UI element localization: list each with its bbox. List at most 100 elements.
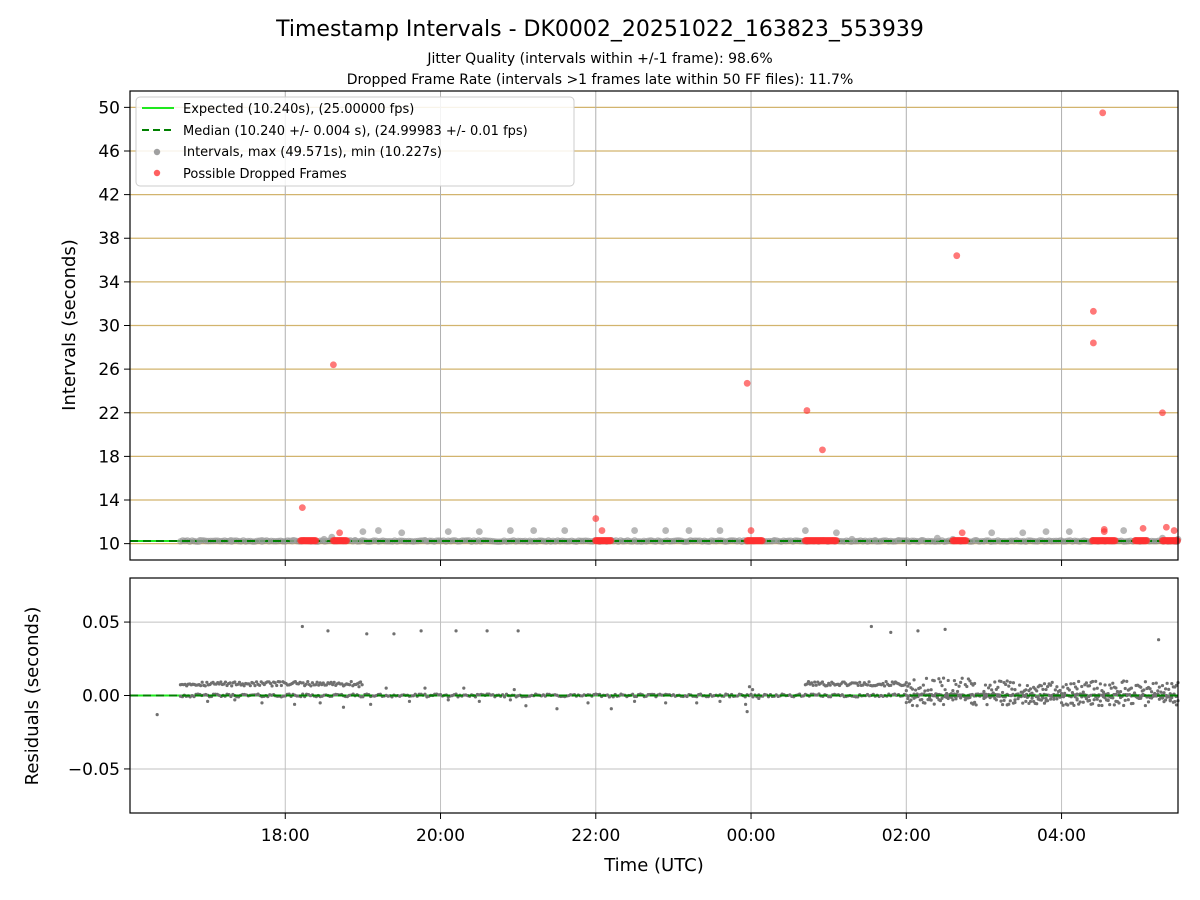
interval-point — [196, 536, 204, 544]
residual-point — [477, 699, 481, 703]
intervals-y-tick-label: 22 — [98, 404, 120, 424]
residual-point — [805, 682, 809, 686]
residual-point — [1013, 688, 1017, 692]
residual-point — [233, 680, 237, 684]
residual-point — [310, 681, 315, 685]
x-tick-label: 00:00 — [727, 826, 776, 846]
residual-point — [203, 684, 207, 688]
residual-point — [1050, 680, 1054, 685]
residuals-y-axis-label: Residuals (seconds) — [22, 607, 43, 786]
residual-point — [341, 705, 346, 709]
interval-point — [918, 536, 926, 544]
residual-point — [1146, 700, 1151, 704]
residual-point — [1081, 690, 1085, 694]
residual-point — [932, 702, 936, 706]
residual-point — [1118, 689, 1123, 694]
dropped-frame-point — [832, 537, 840, 545]
residual-point — [1035, 689, 1039, 693]
dropped-frame-point — [1099, 109, 1107, 117]
residual-point — [1078, 700, 1082, 704]
residual-point — [446, 698, 450, 702]
residual-point — [938, 680, 943, 684]
residual-point — [1162, 691, 1166, 695]
residual-point — [1156, 638, 1161, 642]
residual-point — [253, 683, 257, 688]
residual-point — [1052, 697, 1056, 701]
residual-point — [1092, 687, 1096, 691]
residual-point — [348, 683, 352, 687]
residual-point — [924, 676, 929, 680]
residual-point — [943, 627, 947, 632]
residual-point — [918, 686, 922, 690]
residual-point — [332, 680, 336, 684]
interval-point — [770, 536, 778, 544]
legend: Expected (10.240s), (25.00000 fps) Media… — [135, 96, 575, 187]
intervals-y-tick-label: 26 — [98, 360, 120, 380]
residual-point — [994, 698, 998, 702]
residual-point — [1126, 698, 1130, 702]
residual-point — [1170, 682, 1174, 686]
residual-point — [991, 691, 995, 695]
residual-point — [1108, 683, 1112, 687]
residual-point — [1075, 687, 1079, 691]
residual-point — [906, 684, 910, 688]
residual-point — [1000, 702, 1005, 707]
residual-point — [586, 701, 590, 705]
interval-point — [506, 527, 514, 534]
residual-point — [233, 698, 237, 702]
residual-point — [1044, 696, 1048, 701]
residual-point — [200, 680, 204, 684]
chart-title: Timestamp Intervals - DK0002_20251022_16… — [275, 17, 924, 42]
residual-point — [695, 701, 699, 705]
residual-point — [988, 683, 992, 687]
residual-point — [757, 696, 761, 701]
residual-point — [304, 682, 308, 686]
intervals-y-tick-label: 18 — [98, 447, 120, 467]
residual-point — [974, 703, 978, 707]
residual-point — [982, 689, 986, 694]
residuals-y-tick-label: −0.05 — [68, 760, 120, 780]
residual-point — [155, 712, 159, 717]
residual-point — [940, 696, 944, 700]
residual-point — [1174, 683, 1179, 687]
residual-point — [1049, 683, 1053, 687]
residual-point — [973, 700, 977, 705]
residual-point — [512, 688, 516, 692]
residuals-panel: 0.05 0.00 −0.05 18:00 20:00 22:00 00:00 02:00 0… — [22, 577, 1180, 846]
residual-point — [1039, 684, 1043, 688]
residual-point — [1143, 703, 1147, 708]
dropped-frame-point — [1100, 528, 1108, 536]
residual-point — [916, 629, 920, 633]
residual-point — [1167, 695, 1171, 699]
residual-point — [1125, 679, 1129, 683]
residual-point — [360, 683, 364, 687]
residual-point — [1168, 698, 1172, 702]
residual-point — [251, 681, 256, 685]
residual-point — [313, 683, 318, 687]
residual-point — [1097, 703, 1101, 708]
residual-point — [903, 683, 907, 687]
x-tick-label: 22:00 — [571, 826, 620, 846]
residual-point — [1095, 686, 1099, 690]
residual-point — [192, 695, 196, 699]
residual-point — [1066, 703, 1070, 707]
residual-point — [1165, 681, 1169, 685]
residual-point — [923, 689, 927, 693]
residual-point — [206, 699, 210, 703]
residual-point — [1167, 687, 1171, 691]
intervals-y-axis-label: Intervals (seconds) — [59, 239, 80, 411]
interval-point — [375, 527, 382, 534]
intervals-y-tick-label: 50 — [98, 98, 120, 118]
residual-point — [1112, 703, 1116, 707]
residual-point — [1024, 699, 1028, 703]
residual-point — [331, 683, 335, 687]
residual-point — [1045, 699, 1050, 703]
residual-point — [605, 693, 610, 697]
interval-point — [833, 529, 840, 537]
residual-point — [1123, 698, 1127, 702]
interval-point — [1042, 528, 1050, 536]
residual-point — [384, 686, 388, 690]
residual-point — [1106, 691, 1110, 696]
residual-point — [664, 701, 668, 705]
